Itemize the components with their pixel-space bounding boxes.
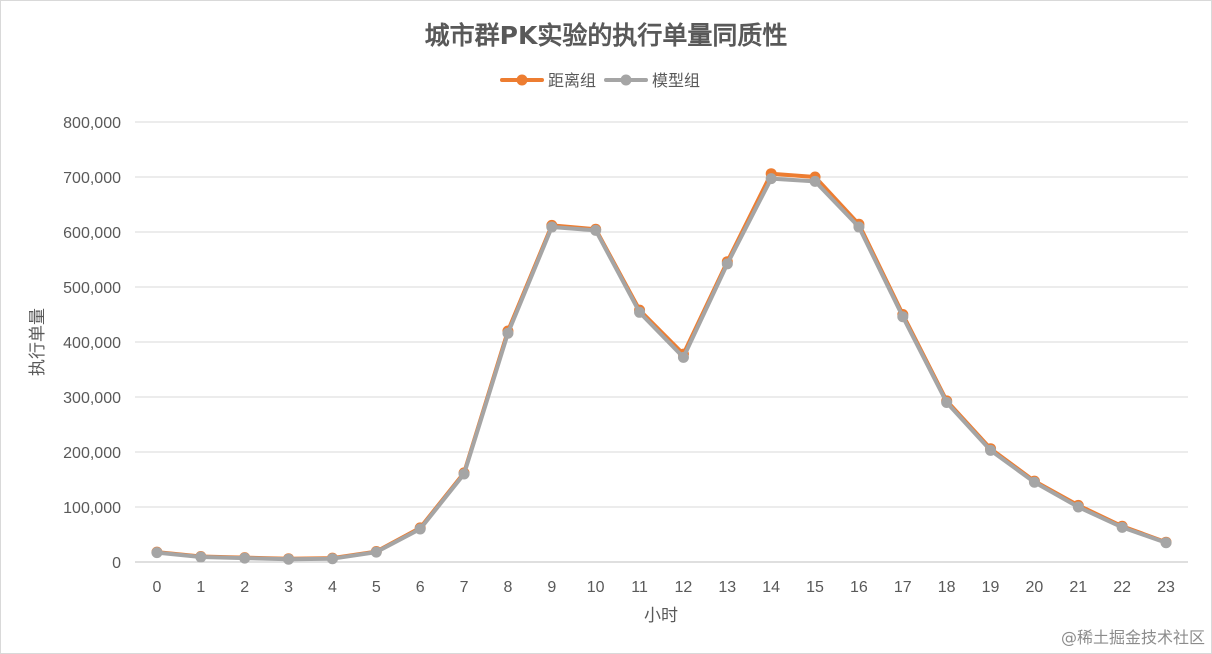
x-tick-label: 5 — [372, 579, 381, 596]
x-tick-label: 18 — [938, 579, 956, 596]
legend-label: 模型组 — [652, 71, 700, 90]
data-point — [677, 351, 689, 363]
legend-label: 距离组 — [548, 71, 596, 90]
y-tick-label: 500,000 — [63, 280, 121, 297]
data-point — [239, 552, 251, 564]
data-point — [941, 397, 953, 408]
y-axis-label: 执行单量 — [28, 308, 48, 376]
legend: 距离组 模型组 — [500, 71, 700, 90]
data-point — [634, 306, 646, 318]
x-tick-label: 17 — [894, 579, 912, 596]
y-tick-label: 0 — [112, 555, 121, 572]
x-axis-label: 小时 — [644, 606, 678, 626]
data-point — [1116, 521, 1128, 533]
x-tick-label: 19 — [982, 579, 1000, 596]
y-tick-label: 800,000 — [63, 115, 121, 132]
x-tick-label: 2 — [240, 579, 249, 596]
series-layer — [151, 168, 1172, 565]
y-axis-ticks: 0 100,000 200,000 300,000 400,000 500,000 600,… — [63, 115, 121, 572]
x-tick-label: 14 — [762, 579, 780, 596]
y-tick-label: 100,000 — [63, 500, 121, 517]
y-tick-label: 600,000 — [63, 225, 121, 242]
legend-swatch-marker — [516, 74, 528, 86]
x-tick-label: 1 — [196, 579, 205, 596]
data-point — [985, 444, 997, 456]
x-tick-label: 10 — [587, 579, 605, 596]
x-tick-label: 3 — [284, 579, 293, 596]
y-tick-label: 300,000 — [63, 390, 121, 407]
legend-swatch-marker — [620, 74, 632, 86]
data-point — [151, 547, 163, 559]
x-tick-label: 12 — [675, 579, 693, 596]
data-point — [502, 327, 514, 339]
data-point — [853, 221, 865, 233]
x-tick-label: 15 — [806, 579, 824, 596]
data-point — [809, 175, 821, 187]
data-point — [1160, 537, 1172, 549]
x-tick-label: 22 — [1113, 579, 1131, 596]
x-tick-label: 9 — [547, 579, 556, 596]
legend-item: 模型组 — [604, 71, 700, 90]
x-tick-label: 16 — [850, 579, 868, 596]
x-tick-label: 7 — [460, 579, 469, 596]
x-tick-label: 6 — [416, 579, 425, 596]
x-tick-label: 23 — [1157, 579, 1175, 596]
x-tick-label: 21 — [1069, 579, 1087, 596]
legend-item: 距离组 — [500, 71, 596, 90]
x-tick-label: 13 — [718, 579, 736, 596]
data-point — [414, 523, 426, 535]
data-point — [546, 221, 558, 233]
x-tick-label: 11 — [631, 579, 648, 596]
data-point — [590, 224, 602, 236]
data-point — [195, 551, 207, 563]
data-point — [326, 553, 338, 565]
chart-title: 城市群PK实验的执行单量同质性 — [425, 21, 788, 50]
series-line — [154, 176, 1169, 562]
series-2 — [151, 173, 1172, 565]
x-tick-label: 8 — [503, 579, 512, 596]
grid-lines — [135, 121, 1188, 563]
data-point — [370, 546, 382, 558]
data-point — [1028, 476, 1040, 488]
series-line — [154, 171, 1169, 561]
x-tick-label: 20 — [1026, 579, 1044, 596]
y-tick-label: 700,000 — [63, 170, 121, 187]
x-tick-label: 4 — [328, 579, 337, 596]
y-tick-label: 400,000 — [63, 335, 121, 352]
y-tick-label: 200,000 — [63, 445, 121, 462]
x-tick-label: 0 — [152, 579, 161, 596]
data-point — [458, 468, 470, 480]
data-point — [1072, 501, 1084, 513]
data-point — [721, 258, 733, 270]
series-1 — [151, 168, 1172, 565]
data-point — [765, 173, 777, 185]
data-point — [897, 311, 909, 323]
data-point — [283, 553, 295, 565]
watermark: @稀土掘金技术社区 — [1061, 628, 1205, 647]
x-axis-ticks: 0 1 2 3 4 5 6 7 8 9 10 11 12 13 14 15 16 17 18 19 20 21 22 23 — [152, 579, 1175, 596]
